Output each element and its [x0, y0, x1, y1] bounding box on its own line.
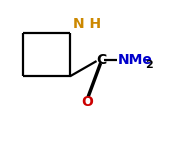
Text: O: O	[81, 95, 93, 109]
Text: NMe: NMe	[118, 53, 152, 67]
Text: 2: 2	[145, 60, 153, 70]
Text: C: C	[96, 53, 107, 67]
Text: N H: N H	[73, 17, 101, 31]
